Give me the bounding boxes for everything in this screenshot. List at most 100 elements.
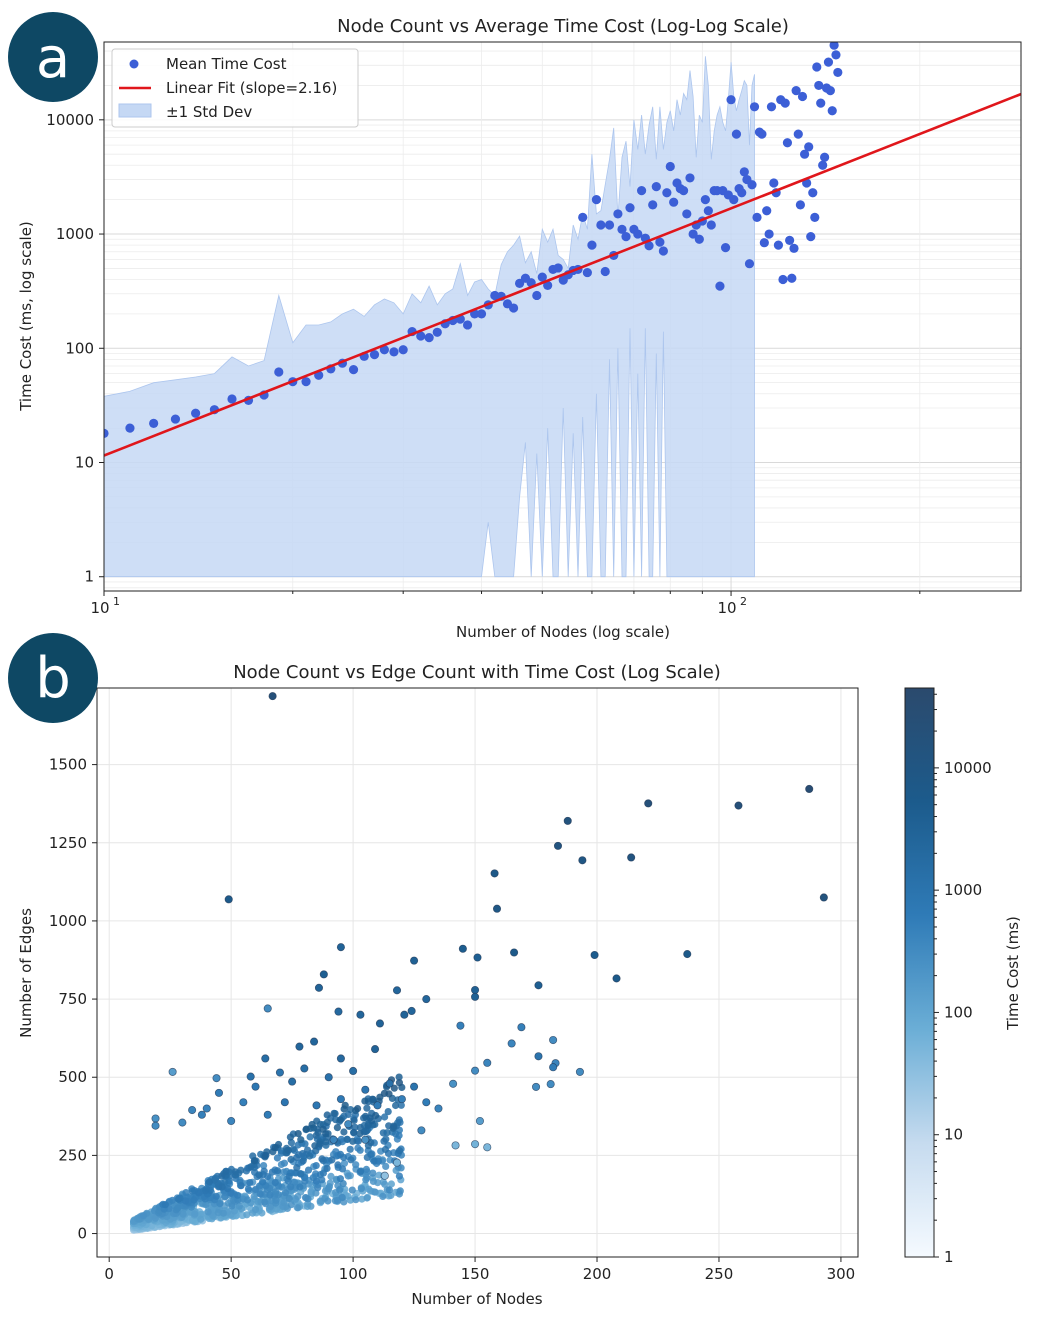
edge-point <box>168 1067 177 1076</box>
mean-point <box>810 212 820 222</box>
chart-a-x-label: Number of Nodes (log scale) <box>456 623 670 641</box>
edge-point <box>336 1175 344 1183</box>
edge-point <box>395 1079 403 1087</box>
mean-point <box>769 178 779 188</box>
edge-point <box>310 1037 319 1046</box>
edge-point <box>385 1079 394 1088</box>
edge-point <box>190 1196 198 1204</box>
edge-point <box>214 1088 224 1097</box>
mean-point <box>476 309 487 319</box>
edge-point <box>287 1139 295 1147</box>
edge-point <box>216 1200 224 1208</box>
edge-point <box>285 1194 293 1202</box>
mean-point <box>744 259 755 269</box>
edge-point <box>627 853 636 862</box>
edge-point <box>151 1114 160 1123</box>
edge-point <box>575 1067 584 1076</box>
y-tick-label: 1000 <box>56 225 94 243</box>
edge-point <box>385 1090 393 1098</box>
mean-point <box>651 182 661 192</box>
linear-fit-line <box>104 92 1021 457</box>
edge-point <box>471 1066 480 1075</box>
edge-point <box>218 1183 226 1191</box>
mean-point <box>578 212 588 222</box>
edge-point <box>380 1171 389 1180</box>
mean-point <box>757 129 767 139</box>
colorbar-gradient <box>904 687 935 1258</box>
edge-point <box>325 1183 333 1191</box>
edge-point <box>205 1178 213 1186</box>
chart-b-title: Node Count vs Edge Count with Time Cost … <box>233 662 721 683</box>
y-tick-label: 10000 <box>46 111 94 129</box>
edge-point <box>304 1166 313 1174</box>
y-tick-label: 1 <box>84 568 94 586</box>
edge-point <box>343 1135 351 1143</box>
edge-point <box>306 1152 314 1160</box>
edge-point <box>517 1023 526 1032</box>
edge-point <box>372 1111 380 1120</box>
x-tick-label: 250 <box>705 1265 734 1283</box>
edge-point <box>370 1157 378 1165</box>
edge-point <box>344 1172 352 1180</box>
edge-point <box>243 1211 251 1219</box>
edge-point <box>218 1172 226 1180</box>
edge-point <box>347 1156 355 1164</box>
edge-point <box>246 1179 254 1187</box>
edge-point <box>357 1185 365 1193</box>
chart-a-legend: Mean Time Cost Linear Fit (slope=2.16) ±… <box>111 48 359 128</box>
edge-point <box>549 1063 558 1072</box>
edge-point <box>340 1128 348 1136</box>
edge-point <box>392 986 402 995</box>
mean-point <box>814 80 824 91</box>
mean-point <box>825 86 835 96</box>
edge-point <box>368 1117 376 1125</box>
mean-point <box>773 240 784 250</box>
chart-a-frame <box>103 41 1022 592</box>
edge-point <box>507 1039 516 1048</box>
chart-b-x-ticks: 0 50 100 150 200 250 300 <box>104 1257 855 1283</box>
mean-point <box>625 203 635 213</box>
mean-point <box>785 235 795 245</box>
edge-point <box>323 1118 331 1126</box>
edge-point <box>336 1054 345 1063</box>
mean-point <box>789 243 799 253</box>
edge-point <box>296 1183 304 1191</box>
edge-point <box>417 1126 426 1135</box>
edge-point <box>336 1116 344 1124</box>
edge-point <box>204 1208 212 1216</box>
edge-point <box>449 1079 458 1088</box>
mean-point <box>424 333 434 343</box>
edge-point <box>363 1153 371 1161</box>
edge-point <box>422 1098 431 1107</box>
edge-point <box>314 1184 322 1192</box>
mean-point <box>804 142 814 152</box>
mean-point <box>149 418 159 428</box>
y-tick-label: 0 <box>77 1225 87 1243</box>
edge-point <box>381 1145 389 1154</box>
chart-a-y-ticks: 1 10 100 1000 10000 <box>46 111 104 586</box>
mean-point <box>682 209 692 219</box>
edge-point <box>382 1135 390 1143</box>
edge-point <box>259 1178 267 1186</box>
mean-point <box>782 138 793 148</box>
mean-point <box>797 91 808 102</box>
mean-point <box>600 266 610 277</box>
edge-point <box>336 1186 344 1194</box>
edge-point <box>375 1019 384 1028</box>
edge-point <box>263 1004 272 1013</box>
edge-point <box>234 1191 242 1199</box>
x-tick-exponent: 1 <box>113 595 120 608</box>
edge-point <box>352 1161 360 1169</box>
mean-point <box>706 220 716 230</box>
mean-point <box>227 394 237 404</box>
edge-point <box>302 1125 310 1133</box>
mean-point <box>762 206 772 216</box>
panel-badge-b-letter: b <box>35 646 71 711</box>
mean-point <box>633 229 643 239</box>
edge-point <box>549 1035 558 1045</box>
mean-point <box>749 102 760 112</box>
edge-point <box>312 1101 321 1110</box>
edge-point <box>288 1077 297 1086</box>
panel-badge-a-letter: a <box>36 26 70 91</box>
